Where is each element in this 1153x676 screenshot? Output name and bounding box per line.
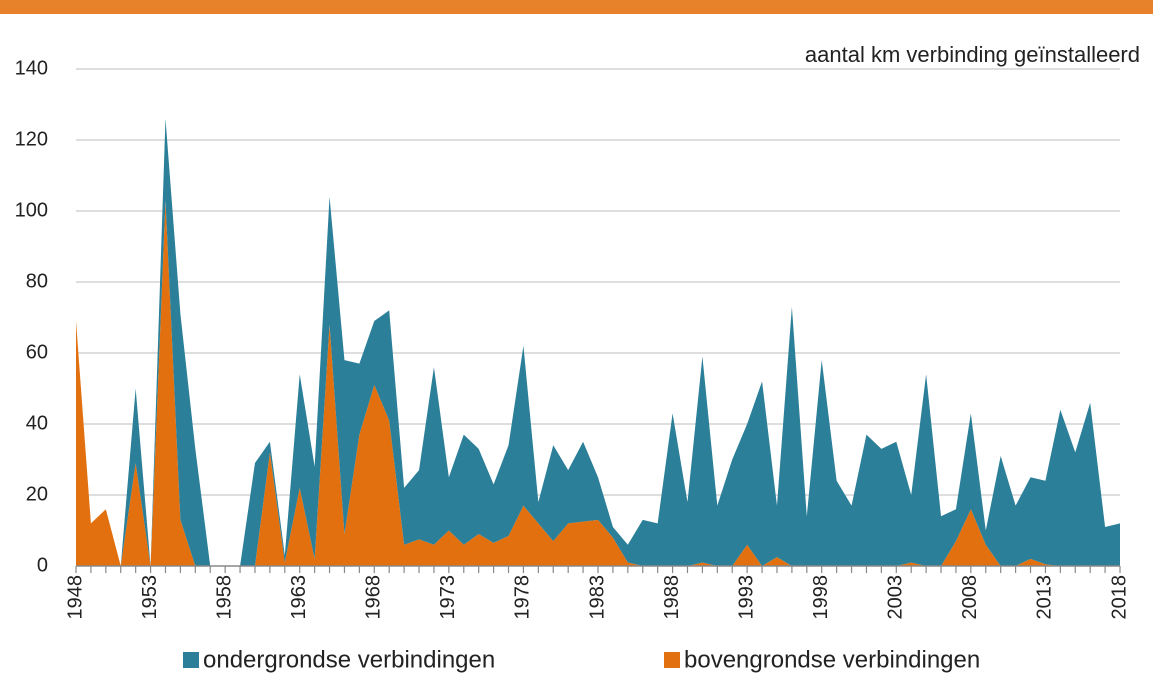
x-tick-label: 2008 xyxy=(959,575,981,620)
x-tick-label: 1958 xyxy=(213,575,235,620)
area xyxy=(76,118,1120,566)
x-tick-label: 1998 xyxy=(810,575,832,620)
x-tick-label: 2003 xyxy=(885,575,907,620)
y-tick-label: 0 xyxy=(37,554,48,576)
y-tick-label: 100 xyxy=(15,199,48,221)
x-tick-label: 1988 xyxy=(661,575,683,620)
y-tick-label: 140 xyxy=(15,57,48,79)
x-tick-label: 1968 xyxy=(363,575,385,620)
y-axis-label: aantal km verbinding geïnstalleerd xyxy=(805,42,1140,67)
x-tick-label: 1953 xyxy=(139,575,161,620)
x-tick-label: 1983 xyxy=(586,575,608,620)
y-tick-label: 80 xyxy=(26,270,48,292)
area xyxy=(76,200,1120,566)
x-tick-label: 1978 xyxy=(512,575,534,620)
x-tick-label: 1948 xyxy=(64,575,86,620)
legend-label: ondergrondse verbindingen xyxy=(203,646,495,673)
y-tick-label: 120 xyxy=(15,128,48,150)
x-tick-label: 2018 xyxy=(1108,575,1130,620)
y-tick-label: 60 xyxy=(26,341,48,363)
x-tick-label: 1963 xyxy=(288,575,310,620)
header-band xyxy=(0,0,1153,14)
legend-label: bovengrondse verbindingen xyxy=(684,646,980,673)
legend-swatch xyxy=(183,652,199,668)
x-tick-label: 1973 xyxy=(437,575,459,620)
x-tick-label: 1993 xyxy=(735,575,757,620)
legend-swatch xyxy=(664,652,680,668)
x-tick-label: 2013 xyxy=(1034,575,1056,620)
y-tick-label: 20 xyxy=(26,483,48,505)
y-tick-label: 40 xyxy=(26,412,48,434)
